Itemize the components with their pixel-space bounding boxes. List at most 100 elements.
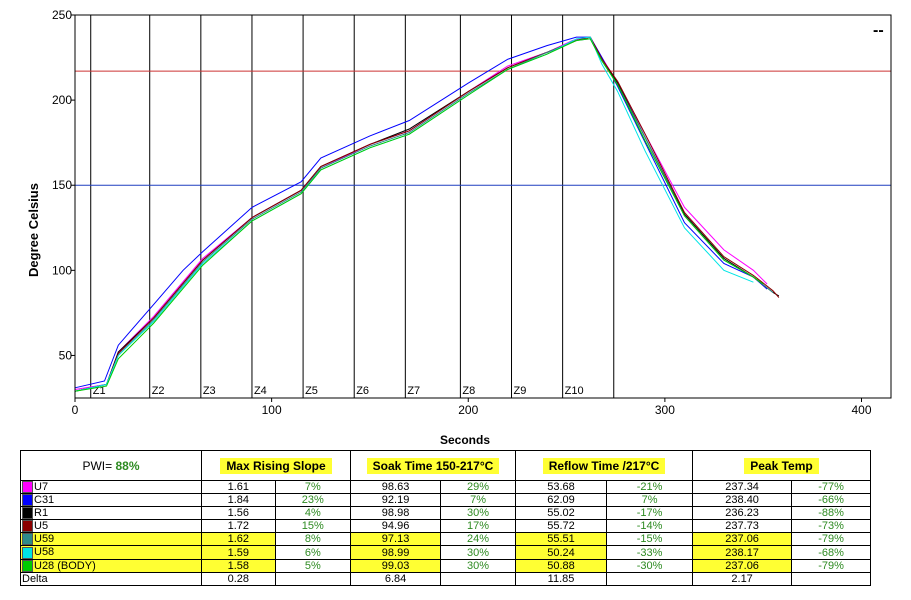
value-cell: 98.98	[349, 506, 442, 521]
percent-cell: 5%	[274, 558, 352, 573]
percent-cell: 7%	[440, 493, 516, 508]
delta-row: Delta 0.28 6.84 11.85 2.17	[20, 571, 871, 586]
y-tick-label: 100	[52, 263, 72, 277]
value-cell: 62.09	[514, 493, 608, 508]
value-cell: 236.23	[691, 506, 793, 521]
stats-table: PWI= 88% Max Rising Slope Soak Time 150-21…	[20, 450, 871, 586]
percent-cell: 7%	[274, 479, 352, 495]
value-cell: 55.51	[514, 532, 608, 547]
series-line-u59	[74, 38, 774, 392]
value-cell: 237.06	[691, 558, 793, 573]
value-cell: 55.72	[514, 519, 608, 534]
value-cell: 98.63	[349, 479, 442, 495]
legend-swatch	[22, 546, 33, 559]
value-cell: 238.17	[691, 545, 793, 560]
row-name-cell: C31	[20, 493, 202, 508]
percent-cell: 24%	[440, 532, 516, 547]
percent-cell: 30%	[440, 558, 516, 573]
value-cell: 1.72	[201, 519, 276, 534]
table-row: U58 1.59 6% 98.99 30% 50.24 -33% 238.17 -68%	[20, 545, 871, 560]
zone-label: Z10	[565, 385, 584, 397]
series-line-u7	[74, 36, 768, 390]
x-tick-label: 200	[458, 403, 478, 417]
table-row: U5 1.72 15% 94.96 17% 55.72 -14% 237.73 -73%	[20, 519, 871, 534]
column-header: Reflow Time /217°C	[515, 450, 693, 481]
percent-cell: -88%	[791, 506, 871, 521]
value-cell: 1.58	[201, 558, 276, 573]
delta-cell: 6.84	[349, 571, 442, 586]
table-row: U28 (BODY) 1.58 5% 99.03 30% 50.88 -30% 237.06-…	[20, 558, 871, 573]
percent-cell: 15%	[274, 519, 352, 534]
column-header: Peak Temp	[692, 450, 871, 481]
delta-label: Delta	[20, 571, 202, 586]
percent-cell: 8%	[274, 532, 352, 547]
x-tick-label: 300	[655, 403, 675, 417]
delta-cell: 2.17	[691, 571, 793, 586]
row-name-cell: U59	[20, 532, 202, 547]
x-tick-label: 400	[851, 403, 871, 417]
zone-label: Z8	[462, 385, 475, 397]
legend-swatch	[22, 481, 33, 494]
delta-cell	[274, 571, 352, 586]
percent-cell: -33%	[606, 545, 693, 560]
percent-cell: -73%	[791, 519, 871, 534]
percent-cell: -21%	[606, 479, 693, 495]
row-name-cell: R1	[20, 506, 202, 521]
value-cell: 97.13	[349, 532, 442, 547]
pwi-value: 88%	[115, 458, 140, 473]
row-name: C31	[34, 494, 55, 507]
row-name: U7	[34, 481, 49, 493]
value-cell: 50.24	[514, 545, 608, 560]
percent-cell: -17%	[606, 506, 693, 521]
y-tick-label: 50	[59, 348, 73, 362]
zone-label: Z6	[356, 385, 369, 397]
table-row: C31 1.84 23% 92.19 7% 62.09 7% 238.40 -66%	[20, 493, 871, 508]
value-cell: 50.88	[514, 558, 608, 573]
pwi-cell: PWI= 88%	[20, 450, 202, 481]
legend-swatch	[22, 494, 33, 507]
row-name-cell: U58	[20, 545, 202, 560]
zone-label: Z9	[514, 385, 527, 397]
value-cell: 94.96	[349, 519, 442, 534]
table-row: U7 1.61 7% 98.63 29% 53.68 -21% 237.34 -77%	[20, 479, 871, 495]
column-header: Max Rising Slope	[201, 450, 351, 481]
percent-cell: 4%	[274, 506, 352, 521]
corner-mark: --	[873, 22, 884, 39]
table-header-row: PWI= 88% Max Rising Slope Soak Time 150-21…	[20, 450, 871, 481]
delta-cell: 11.85	[514, 571, 608, 586]
value-cell: 238.40	[691, 493, 793, 508]
value-cell: 53.68	[514, 479, 608, 495]
y-axis-label-text: Degree Celsius	[26, 183, 41, 277]
row-name: U59	[34, 533, 55, 546]
delta-cell	[606, 571, 693, 586]
value-cell: 1.84	[201, 493, 276, 508]
percent-cell: -14%	[606, 519, 693, 534]
pwi-label: PWI=	[82, 458, 116, 473]
value-cell: 237.73	[691, 519, 793, 534]
percent-cell: -68%	[791, 545, 871, 560]
percent-cell: -66%	[791, 493, 871, 508]
value-cell: 1.62	[201, 532, 276, 547]
percent-cell: 7%	[606, 493, 693, 508]
column-header: Soak Time 150-217°C	[350, 450, 516, 481]
percent-cell: 30%	[440, 506, 516, 521]
value-cell: 98.99	[349, 545, 442, 560]
row-name: U58	[34, 546, 55, 559]
legend-swatch	[22, 533, 33, 546]
column-header-label: Max Rising Slope	[220, 457, 332, 474]
zone-label: Z7	[407, 385, 420, 397]
row-name: U28 (BODY)	[34, 559, 96, 572]
zone-label: Z3	[203, 385, 216, 397]
percent-cell: -79%	[791, 558, 871, 573]
zone-label: Z4	[254, 385, 267, 397]
plot-area	[75, 15, 891, 398]
y-tick-label: 150	[52, 178, 72, 192]
row-name: U5	[34, 520, 49, 533]
percent-cell: 17%	[440, 519, 516, 534]
percent-cell: -77%	[791, 479, 871, 495]
series-line-u28-body-	[74, 38, 764, 392]
plot-frame	[74, 14, 892, 399]
percent-cell: -79%	[791, 532, 871, 547]
zone-label: Z5	[305, 385, 318, 397]
